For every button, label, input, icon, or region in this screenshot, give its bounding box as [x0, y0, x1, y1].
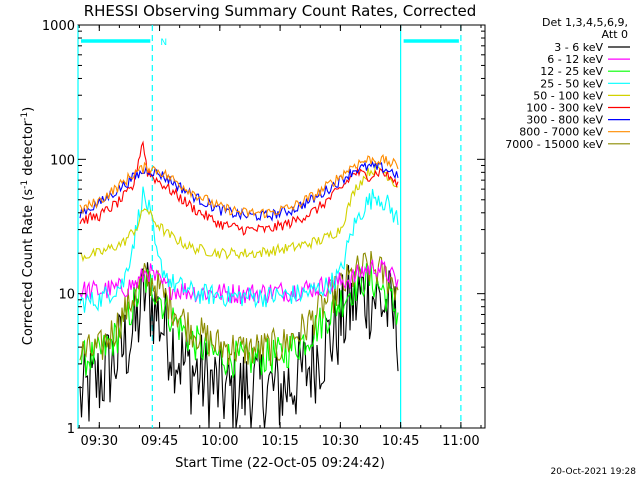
- y-axis-title-mid: detector: [21, 120, 36, 180]
- y-tick-label: 1000: [42, 19, 75, 34]
- night-marker-label: N: [160, 38, 167, 48]
- x-tick-label: 09:30: [81, 434, 118, 449]
- legend-header-line-1: Det 1,3,4,5,6,9,: [542, 16, 628, 29]
- y-axis-title-end: ): [21, 107, 36, 112]
- series-line: [79, 164, 399, 263]
- series-line: [79, 160, 399, 222]
- legend-label: 25 - 50 keV: [540, 77, 603, 90]
- y-tick-label: 10: [58, 288, 75, 303]
- x-tick-label: 10:45: [382, 434, 419, 449]
- x-tick-label: 10:15: [261, 434, 298, 449]
- y-axis-title-main: Corrected Count Rate (s: [21, 189, 36, 346]
- series-line: [79, 140, 399, 236]
- x-tick-label: 09:45: [141, 434, 178, 449]
- x-tick-label: 10:30: [322, 434, 359, 449]
- series-line: [79, 153, 399, 219]
- x-tick-label: 10:00: [201, 434, 238, 449]
- y-tick-label: 100: [50, 153, 75, 168]
- legend-label: 100 - 300 keV: [526, 102, 603, 115]
- legend-label: 3 - 6 keV: [554, 41, 603, 54]
- series-layer: [79, 140, 399, 429]
- legend-label: 7000 - 15000 keV: [505, 138, 603, 151]
- legend-header-line-2: Att 0: [602, 28, 628, 41]
- footer-timestamp: 20-Oct-2021 19:28: [551, 467, 637, 477]
- y-tick-label: 1: [67, 422, 75, 437]
- y-axis-title-exp2: -1: [20, 112, 30, 121]
- legend-label: 50 - 100 keV: [533, 89, 603, 102]
- series-line: [79, 259, 399, 305]
- series-line: [79, 263, 399, 379]
- legend-label: 300 - 800 keV: [526, 114, 603, 127]
- legend-label: 12 - 25 keV: [540, 65, 603, 78]
- x-tick-label: 11:00: [442, 434, 479, 449]
- series-line: [79, 250, 399, 366]
- x-axis-title: Start Time (22-Oct-05 09:24:42): [175, 456, 385, 471]
- observing-markers: N: [77, 25, 462, 428]
- y-axis-title: Corrected Count Rate (s-1 detector-1): [20, 107, 36, 345]
- series-line: [79, 186, 399, 313]
- axis-ticks: 09:30 09:45 10:00 10:15 10:30 10:45 11:00 1 10 10…: [42, 19, 485, 449]
- legend-label: 6 - 12 keV: [547, 53, 603, 66]
- legend-label: 800 - 7000 keV: [519, 126, 603, 139]
- chart-title: RHESSI Observing Summary Count Rates, Co…: [84, 2, 477, 20]
- plot-area: N 09:30 09:45 10:00 10:15 10:30 10:45 11:00 1 10…: [42, 19, 486, 449]
- y-axis-title-exp1: -1: [20, 180, 30, 189]
